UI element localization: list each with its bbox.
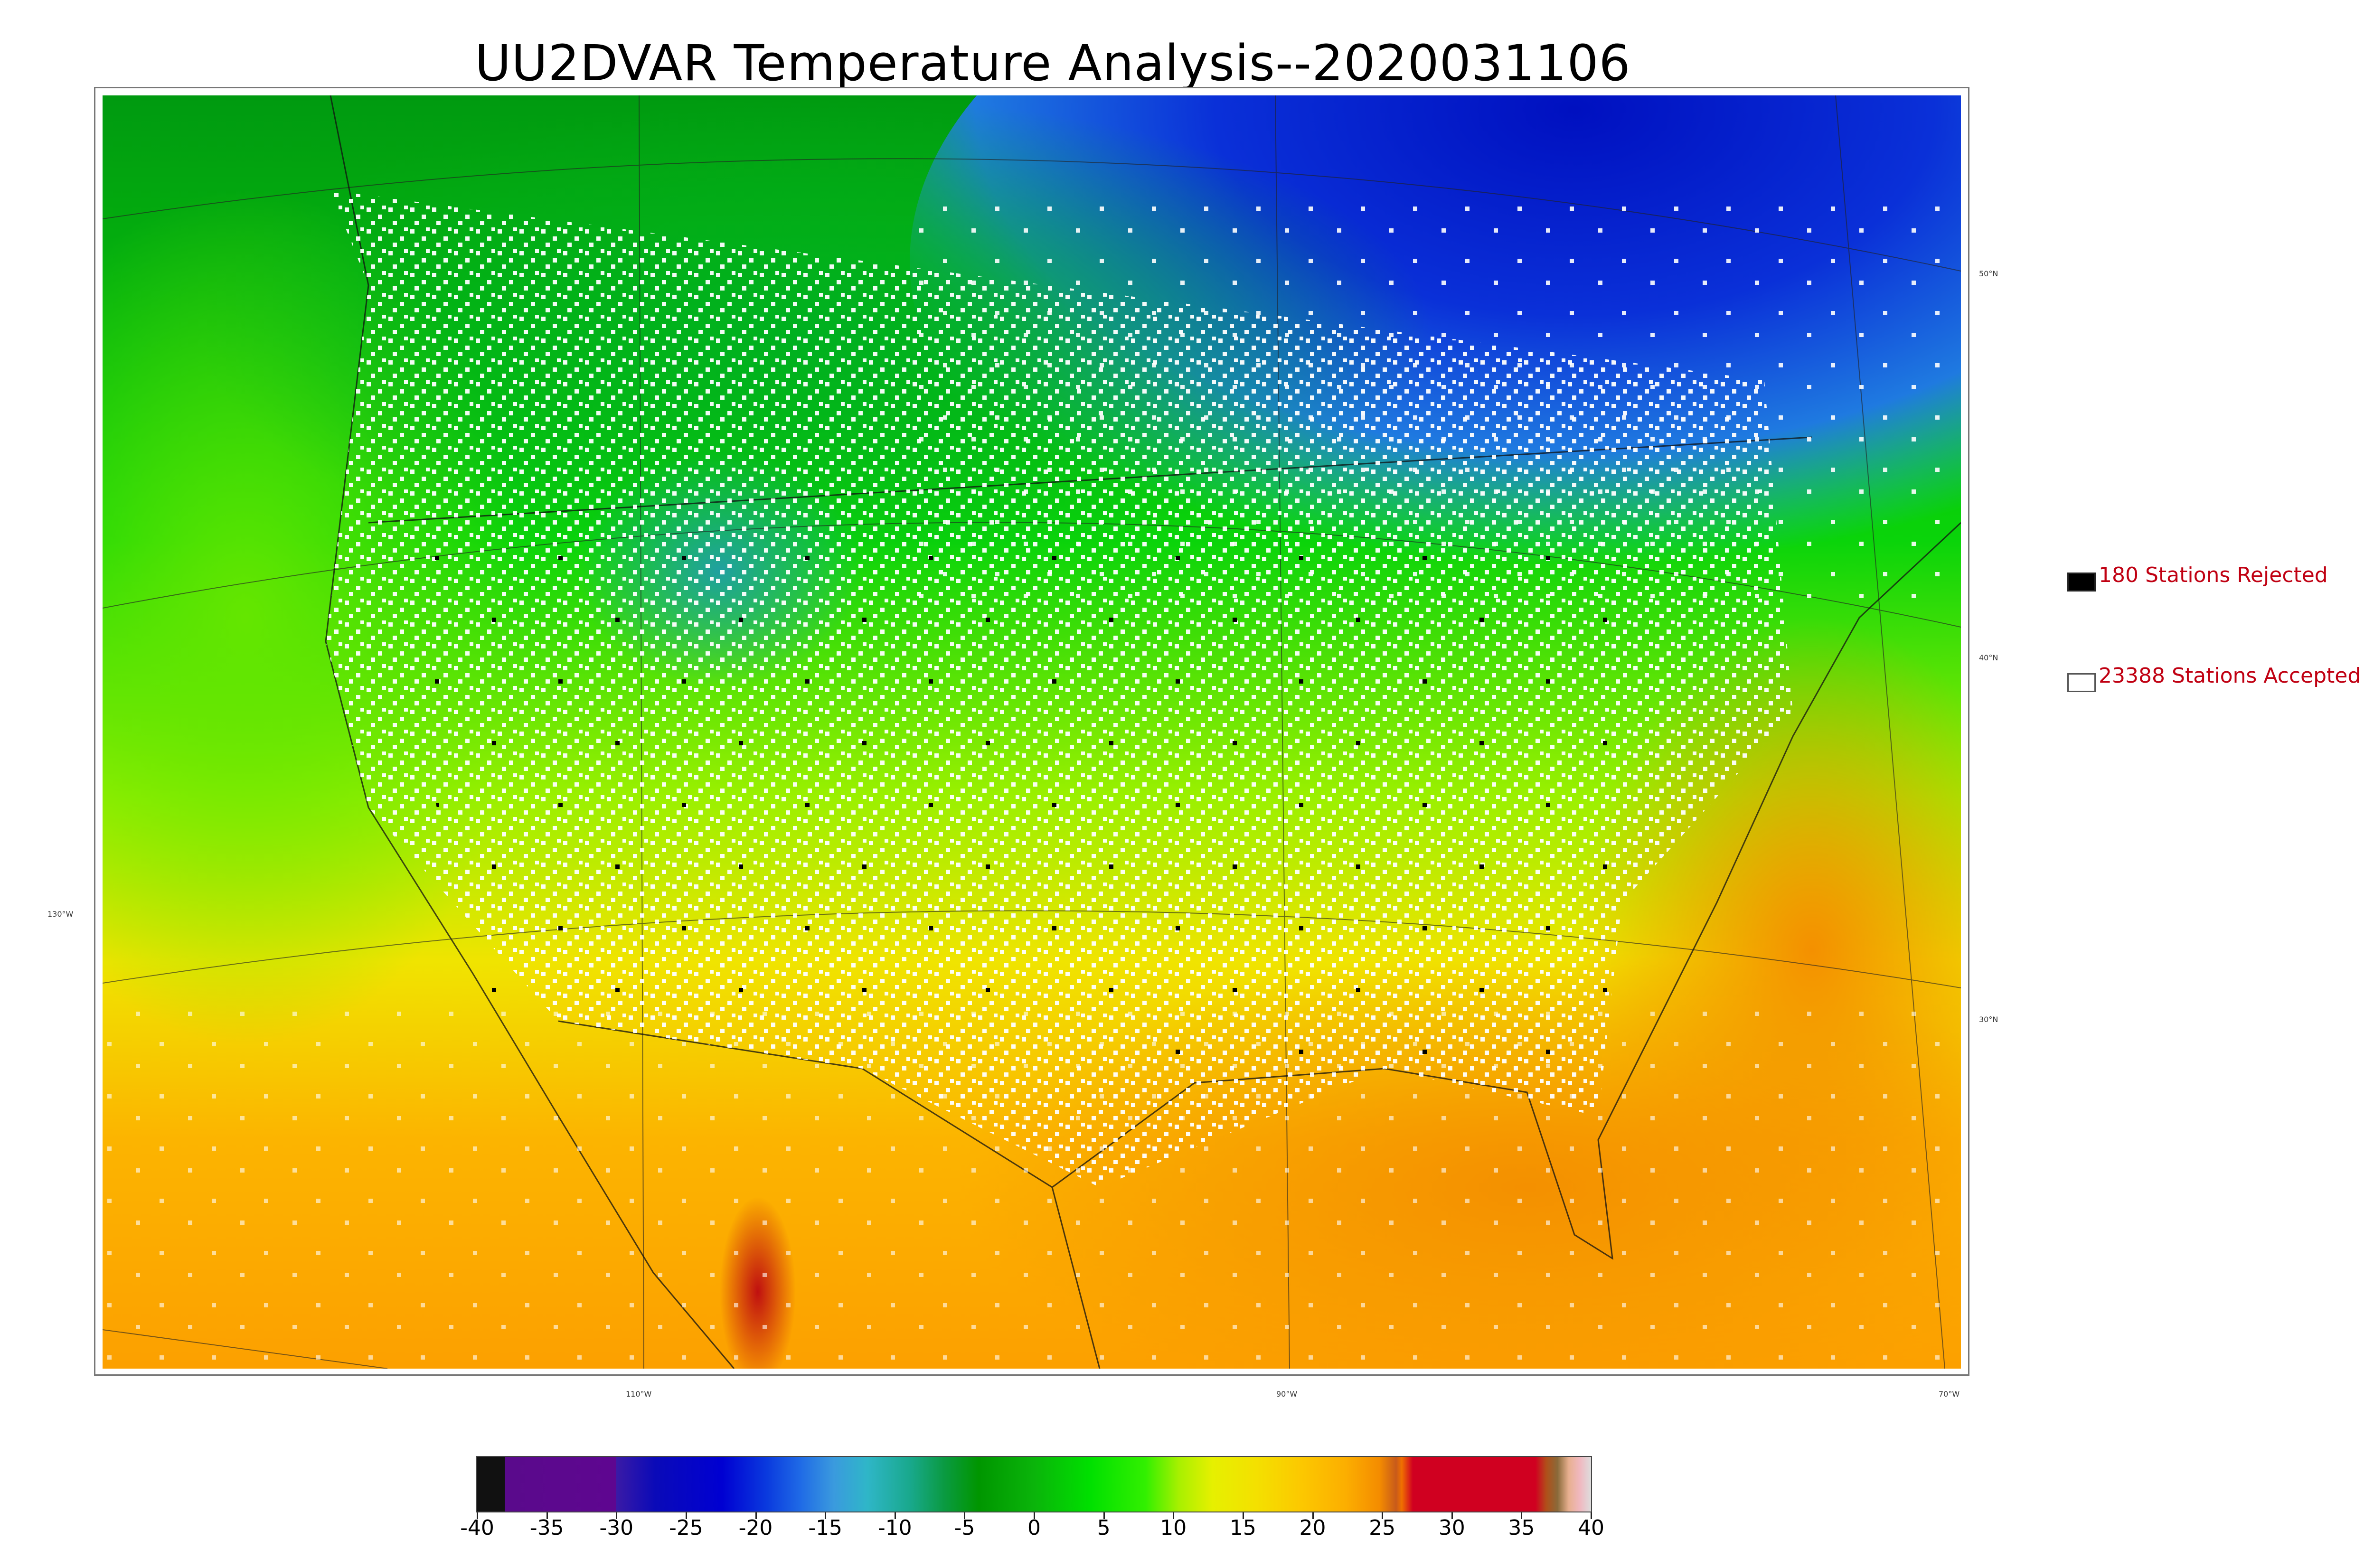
- temperature-field: [103, 95, 1961, 1369]
- longitude-label-110w: 110°W: [626, 1390, 652, 1399]
- colorbar-tick: [1591, 1512, 1592, 1519]
- colorbar-tick: [964, 1512, 966, 1519]
- colorbar-tick-label: -40: [460, 1516, 494, 1540]
- colorbar-tick: [1451, 1512, 1453, 1519]
- longitude-label-70w: 70°W: [1939, 1390, 1960, 1399]
- colorbar-tick-label: -30: [599, 1516, 634, 1540]
- accepted-stations-label: 23388 Stations Accepted: [2099, 664, 2361, 688]
- colorbar-tick: [477, 1512, 478, 1519]
- colorbar-tick-label: -25: [669, 1516, 703, 1540]
- longitude-label-130w: 130°W: [47, 910, 74, 919]
- colorbar-tick-label: -5: [954, 1516, 975, 1540]
- temperature-colorbar: [476, 1456, 1592, 1512]
- colorbar-tick: [1103, 1512, 1105, 1519]
- colorbar-tick-label: -15: [808, 1516, 843, 1540]
- colorbar-tick: [685, 1512, 687, 1519]
- colorbar-tick-label: 15: [1229, 1516, 1256, 1540]
- colorbar-tick: [546, 1512, 548, 1519]
- colorbar-tick-label: 5: [1097, 1516, 1111, 1540]
- colorbar-tick: [1312, 1512, 1314, 1519]
- colorbar-tick-label: 35: [1508, 1516, 1535, 1540]
- colorbar-tick: [1521, 1512, 1523, 1519]
- accepted-station-swatch: [2067, 673, 2096, 692]
- colorbar-tick: [825, 1512, 827, 1519]
- colorbar-tick: [616, 1512, 618, 1519]
- colorbar-tick-label: -20: [738, 1516, 773, 1540]
- latitude-label-50n: 50°N: [1979, 269, 1998, 278]
- colorbar-tick: [1173, 1512, 1175, 1519]
- latitude-label-30n: 30°N: [1979, 1015, 1998, 1024]
- colorbar-tick-label: 40: [1578, 1516, 1604, 1540]
- colorbar-tick-label: -10: [877, 1516, 912, 1540]
- rejected-stations-label: 180 Stations Rejected: [2099, 563, 2328, 587]
- rejected-station-swatch: [2067, 573, 2096, 592]
- colorbar-tick: [755, 1512, 757, 1519]
- colorbar-tick-label: -35: [529, 1516, 564, 1540]
- map-title: UU2DVAR Temperature Analysis--2020031106: [475, 34, 1631, 92]
- colorbar-tick-label: 20: [1299, 1516, 1326, 1540]
- colorbar-tick-label: 0: [1027, 1516, 1041, 1540]
- longitude-label-90w: 90°W: [1276, 1390, 1298, 1399]
- colorbar-tick-label: 30: [1438, 1516, 1465, 1540]
- temperature-map: [94, 87, 1969, 1376]
- colorbar-tick-label: 25: [1369, 1516, 1396, 1540]
- colorbar-tick: [1382, 1512, 1384, 1519]
- colorbar-tick: [1242, 1512, 1244, 1519]
- latitude-label-40n: 40°N: [1979, 653, 1998, 662]
- colorbar-tick-label: 10: [1160, 1516, 1187, 1540]
- colorbar-tick: [894, 1512, 896, 1519]
- colorbar-tick: [1034, 1512, 1035, 1519]
